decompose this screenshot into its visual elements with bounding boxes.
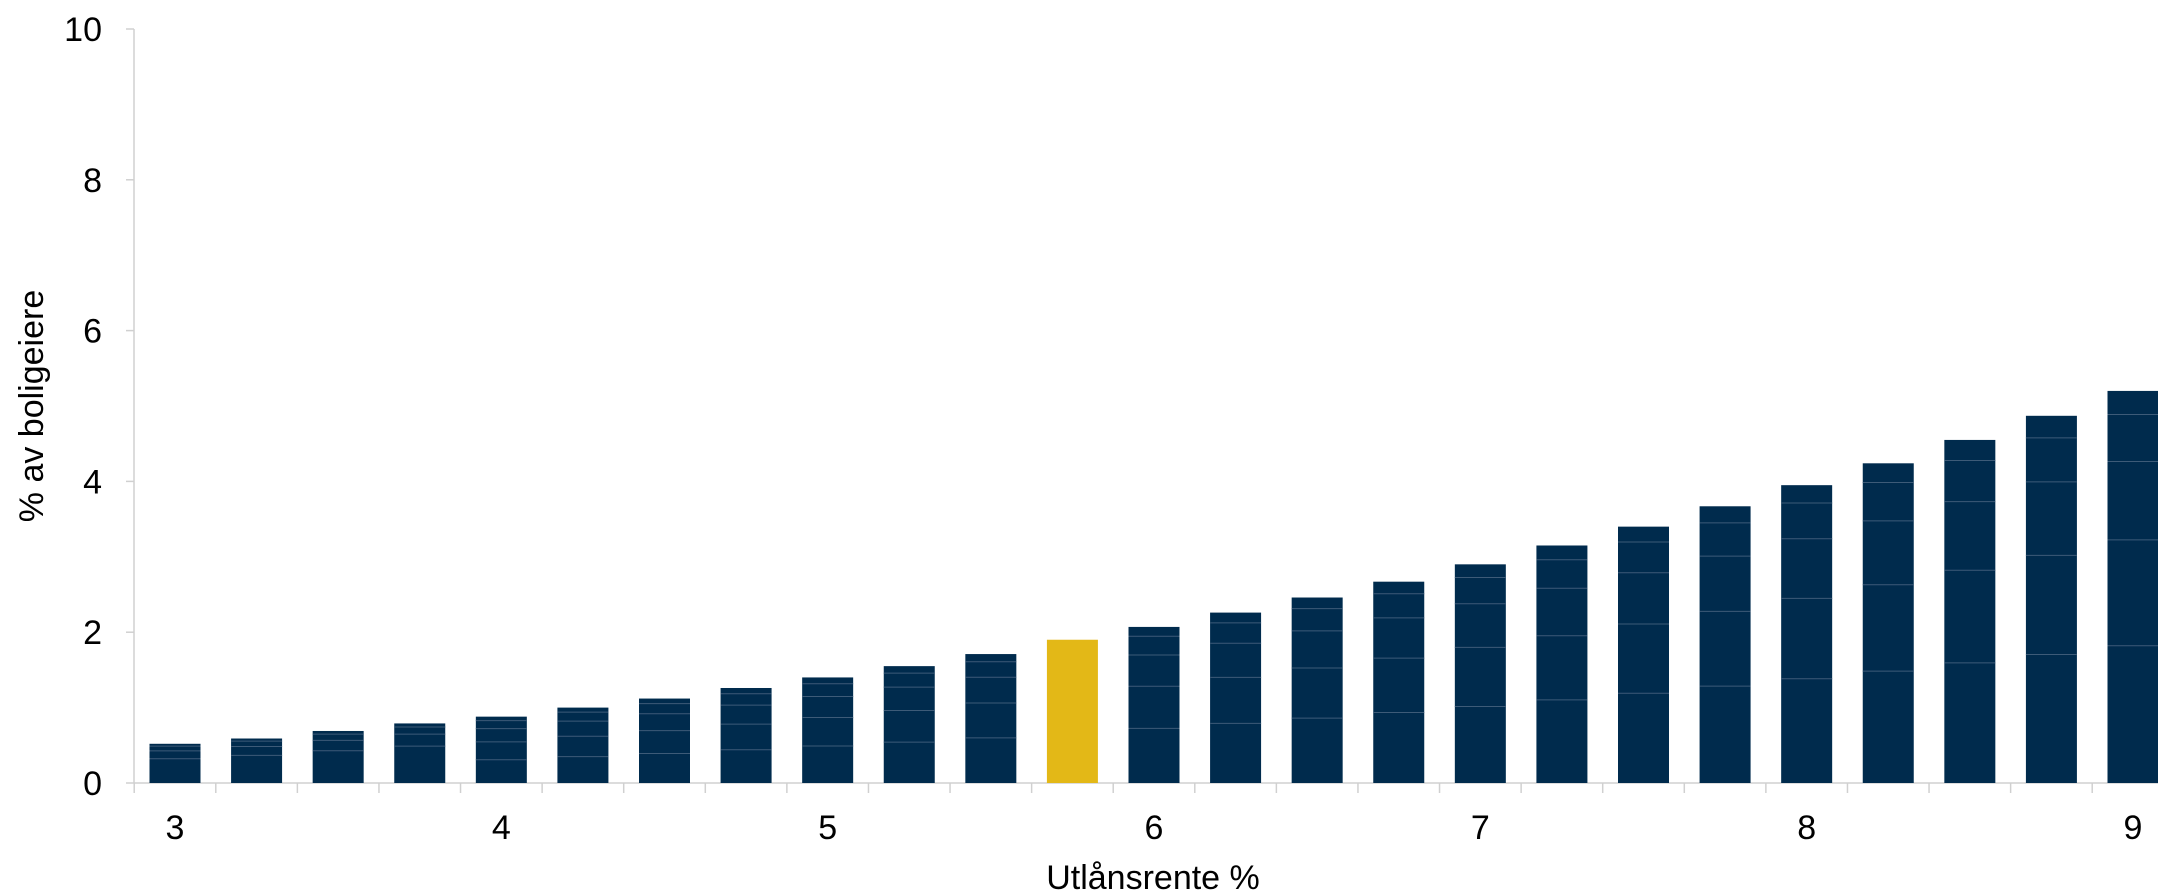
- x-tick-label: 4: [492, 809, 511, 847]
- bar: [1454, 564, 1506, 783]
- y-axis-title: % av boligeiere: [13, 290, 51, 522]
- bar: [720, 687, 772, 783]
- bar: [965, 654, 1017, 783]
- bar: [1699, 506, 1751, 783]
- bar: [1210, 612, 1262, 783]
- bar: [1862, 463, 1914, 783]
- bar: [231, 738, 283, 783]
- bar: [1944, 439, 1996, 783]
- y-tick-label: 8: [83, 162, 102, 200]
- y-tick-label: 2: [83, 614, 102, 652]
- x-tick-label: 7: [1471, 809, 1490, 847]
- bar: [1618, 526, 1669, 783]
- bar: [1536, 545, 1588, 783]
- bar: [883, 666, 935, 783]
- bar: [2025, 415, 2077, 783]
- y-tick-label: 10: [64, 11, 102, 49]
- bar: [557, 707, 609, 783]
- y-tick-label: 4: [83, 463, 102, 501]
- bar: [1291, 597, 1343, 783]
- plot-area: [133, 29, 2158, 784]
- x-tick-label: 9: [2124, 809, 2143, 847]
- x-axis-title: Utlånsrente %: [1046, 859, 1260, 894]
- x-axis-ticks: 3 4 5 6 7 8 9: [133, 783, 2143, 847]
- bar: [394, 723, 446, 783]
- y-tick-label: 6: [83, 313, 102, 351]
- x-tick-label: 5: [818, 809, 837, 847]
- bar: [312, 730, 364, 783]
- bar-highlighted: [1046, 639, 1098, 783]
- bar: [475, 716, 527, 783]
- x-tick-label: 3: [166, 809, 185, 847]
- bar: [1781, 485, 1833, 783]
- bar: [149, 743, 201, 783]
- bar: [639, 698, 690, 783]
- x-tick-label: 8: [1797, 809, 1816, 847]
- bar: [1373, 581, 1425, 783]
- y-tick-label: 0: [83, 765, 102, 803]
- x-tick-label: 6: [1145, 809, 1164, 847]
- bar: [2107, 390, 2158, 783]
- bar: [1128, 626, 1180, 783]
- bar: [802, 677, 854, 783]
- y-axis-ticks: 0 2 4 6 8 10: [64, 11, 134, 803]
